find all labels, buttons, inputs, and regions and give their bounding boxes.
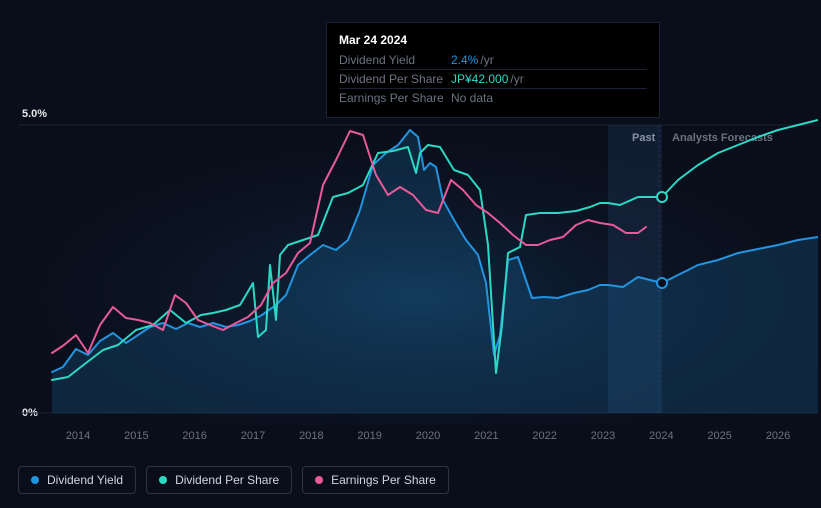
tooltip-value: JP¥42.000 [451,72,508,86]
legend-dot-icon [31,476,39,484]
x-axis-tick-label: 2020 [416,430,440,442]
tooltip-label: Earnings Per Share [339,91,451,105]
tooltip-label: Dividend Per Share [339,72,451,86]
legend-label: Dividend Yield [47,473,123,487]
tooltip-value: 2.4% [451,53,478,67]
legend-item-dividend-yield[interactable]: Dividend Yield [18,466,136,494]
x-axis-tick-label: 2025 [707,430,731,442]
tooltip-value: No data [451,91,493,105]
x-axis-labels: 2014 2015 2016 2017 2018 2019 2020 2021 2022 2023… [18,430,818,450]
x-axis-tick-label: 2021 [474,430,498,442]
tooltip-unit: /yr [480,53,493,67]
chart-legend: Dividend Yield Dividend Per Share Earnin… [18,466,449,494]
tooltip-date: Mar 24 2024 [339,33,647,47]
tooltip-row: Dividend Per Share JP¥42.000 /yr [339,70,647,89]
tooltip-row: Dividend Yield 2.4% /yr [339,51,647,70]
x-axis-tick-label: 2014 [66,430,90,442]
x-axis-tick-label: 2015 [124,430,148,442]
legend-dot-icon [315,476,323,484]
legend-label: Dividend Per Share [175,473,279,487]
x-axis-tick-label: 2018 [299,430,323,442]
x-axis-tick-label: 2022 [532,430,556,442]
line-chart[interactable] [18,105,818,425]
tooltip-unit: /yr [510,72,523,86]
x-axis-tick-label: 2019 [357,430,381,442]
legend-item-dividend-per-share[interactable]: Dividend Per Share [146,466,292,494]
tooltip-row: Earnings Per Share No data [339,89,647,107]
legend-item-earnings-per-share[interactable]: Earnings Per Share [302,466,449,494]
tooltip-label: Dividend Yield [339,53,451,67]
legend-label: Earnings Per Share [331,473,436,487]
x-axis-tick-label: 2016 [182,430,206,442]
x-axis-tick-label: 2026 [766,430,790,442]
x-axis-tick-label: 2024 [649,430,673,442]
chart-tooltip: Mar 24 2024 Dividend Yield 2.4% /yr Divi… [326,22,660,118]
legend-dot-icon [159,476,167,484]
x-axis-tick-label: 2017 [241,430,265,442]
x-axis-tick-label: 2023 [591,430,615,442]
